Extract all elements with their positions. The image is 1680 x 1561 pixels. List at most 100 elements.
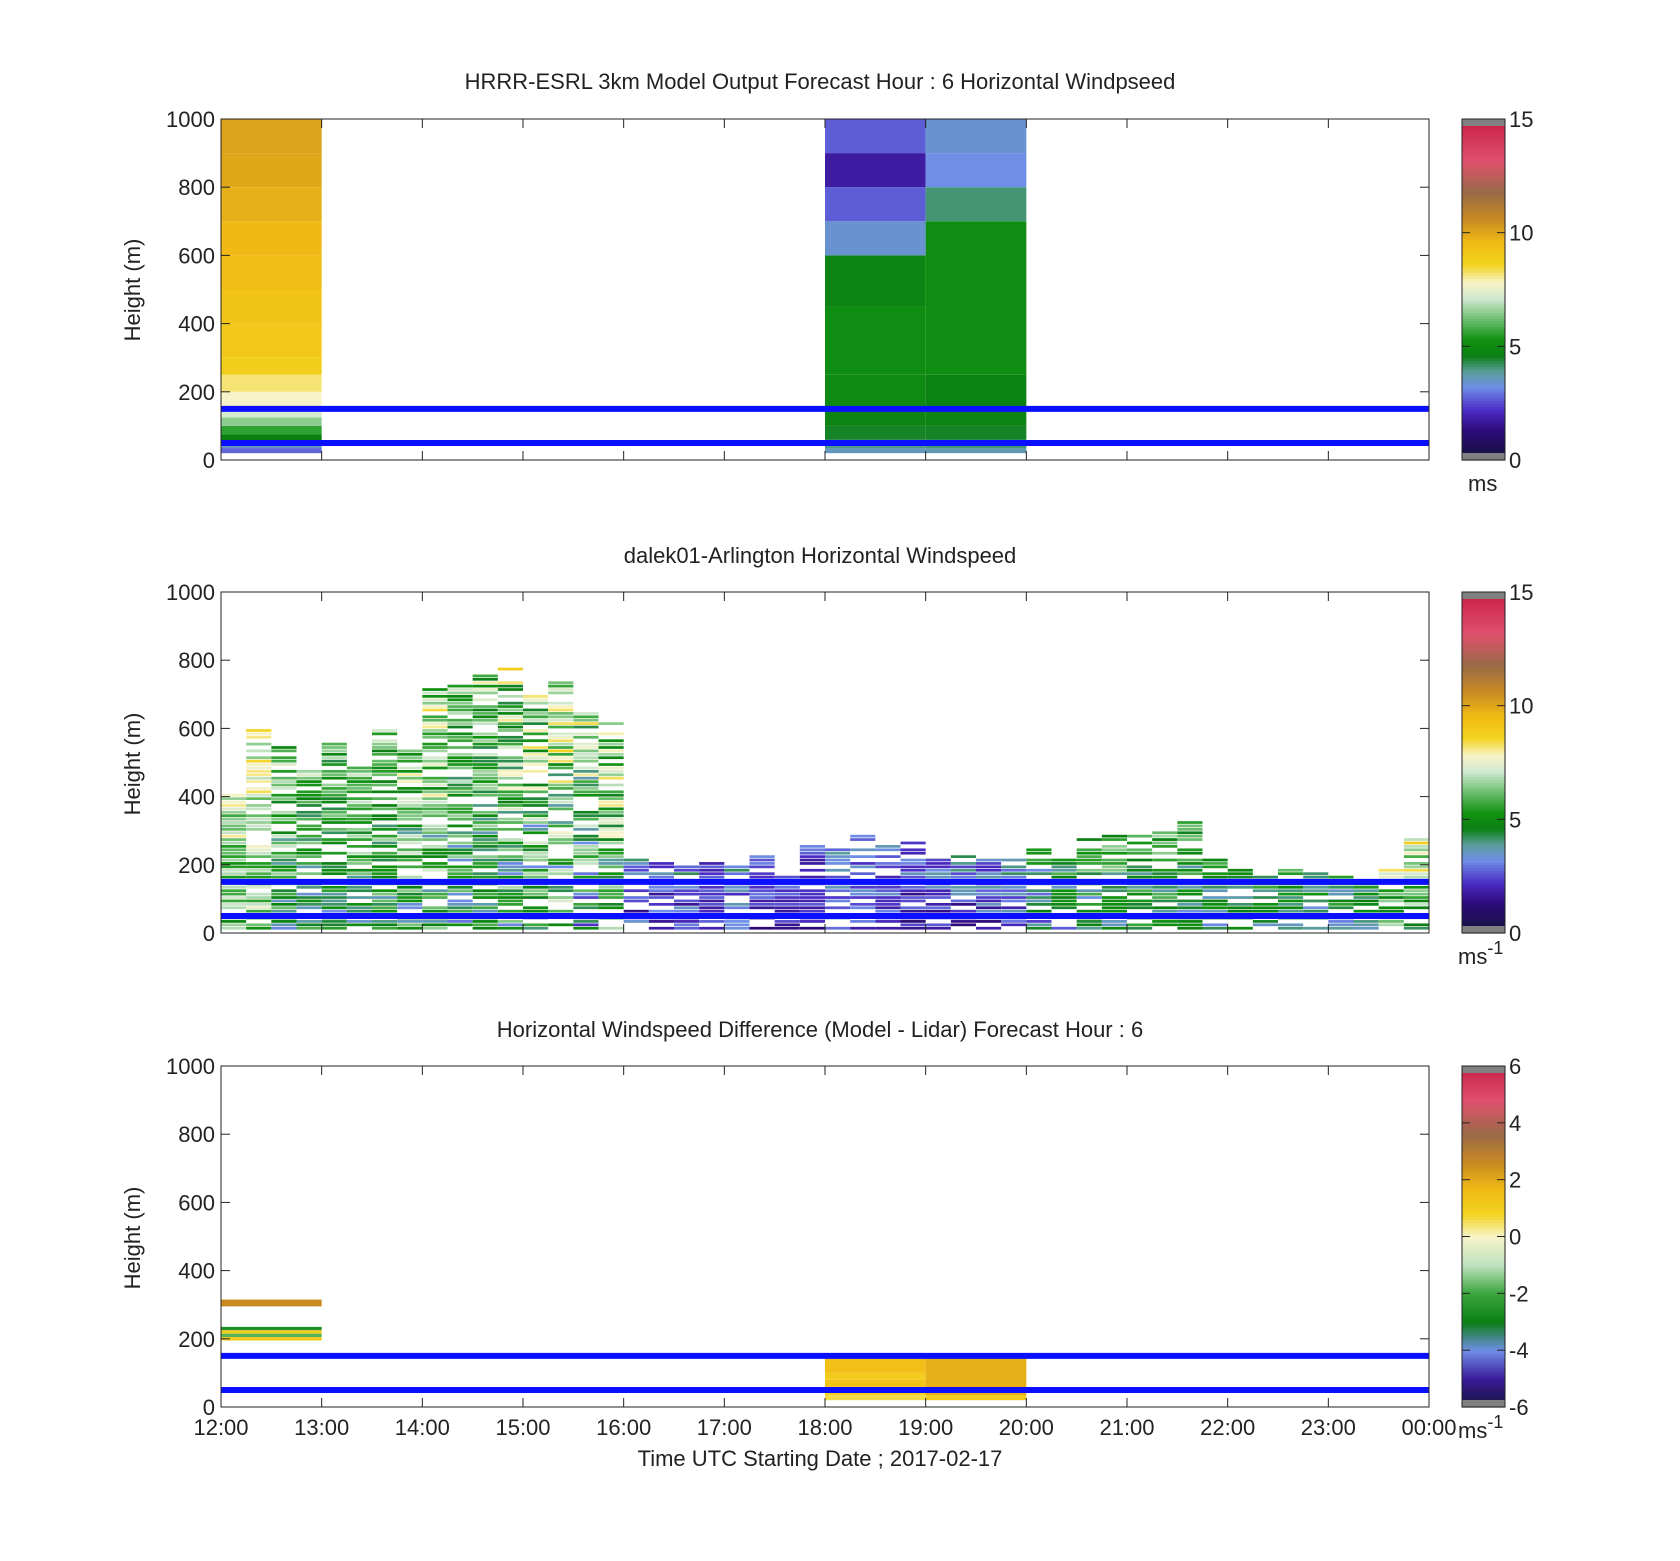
lidar-range-gate: [900, 892, 926, 896]
colorbar-frame: [1461, 118, 1506, 461]
lidar-range-gate: [321, 756, 347, 760]
lidar-range-gate: [472, 674, 498, 678]
lidar-range-gate: [1076, 889, 1102, 893]
lidar-range-gate: [1202, 896, 1228, 899]
lidar-range-gate: [724, 872, 750, 876]
lidar-range-gate: [1378, 875, 1404, 879]
lidar-range-gate: [447, 708, 473, 712]
lidar-range-gate: [321, 899, 347, 903]
lidar-range-gate: [1252, 896, 1278, 899]
lidar-range-gate: [497, 841, 523, 845]
colorbar-step: [1462, 694, 1505, 698]
lidar-range-gate: [1202, 875, 1228, 879]
heatmap-cell: [221, 434, 322, 443]
lidar-range-gate: [1026, 902, 1052, 906]
lidar-range-gate: [1101, 868, 1127, 872]
lidar-range-gate: [321, 868, 347, 872]
colorbar-step: [1462, 861, 1505, 866]
colorbar-step: [1462, 249, 1505, 254]
lidar-range-gate: [598, 862, 624, 865]
colorbar-step: [1462, 332, 1505, 336]
lidar-range-gate: [472, 790, 498, 794]
lidar-range-gate: [724, 889, 750, 893]
lidar-range-gate: [749, 875, 775, 879]
lidar-range-gate: [1378, 920, 1404, 923]
colorbar-step: [1462, 728, 1505, 732]
lidar-range-gate: [1152, 892, 1178, 896]
lidar-range-gate: [246, 896, 272, 899]
lidar-range-gate: [497, 718, 523, 722]
colorbar-step: [1462, 898, 1505, 903]
lidar-range-gate: [497, 800, 523, 804]
lidar-range-gate: [472, 858, 498, 862]
lidar-range-gate: [472, 746, 498, 749]
lidar-range-gate: [799, 906, 825, 910]
y-tick-label: 400: [178, 1259, 215, 1284]
colorbar-step: [1462, 400, 1505, 404]
lidar-range-gate: [1403, 896, 1429, 899]
lidar-range-gate: [271, 759, 297, 763]
lidar-range-gate: [598, 872, 624, 876]
lidar-range-gate: [573, 787, 599, 790]
colorbar-step: [1462, 383, 1505, 387]
lidar-range-gate: [497, 899, 523, 903]
lidar-range-gate: [648, 889, 674, 893]
lidar-range-gate: [875, 920, 901, 923]
colorbar-step: [1462, 1191, 1505, 1195]
colorbar-step: [1462, 1264, 1505, 1269]
colorbar-step: [1462, 691, 1505, 695]
lidar-range-gate: [1353, 926, 1379, 930]
colorbar-step: [1462, 1273, 1505, 1277]
colorbar-step: [1462, 805, 1505, 809]
lidar-range-gate: [724, 906, 750, 910]
lidar-range-gate: [497, 920, 523, 923]
lidar-range-gate: [296, 824, 322, 828]
colorbar-step: [1462, 1236, 1505, 1240]
lidar-range-gate: [548, 800, 574, 804]
lidar-range-gate: [1076, 896, 1102, 899]
lidar-range-gate: [1026, 909, 1052, 913]
lidar-range-gate: [598, 848, 624, 852]
lidar-range-gate: [472, 923, 498, 927]
colorbar-step: [1462, 753, 1505, 758]
lidar-range-gate: [422, 834, 448, 838]
lidar-range-gate: [774, 892, 800, 896]
lidar-range-gate: [497, 708, 523, 712]
lidar-range-gate: [397, 759, 423, 763]
lidar-range-gate: [296, 872, 322, 876]
colorbar-step: [1462, 856, 1505, 860]
lidar-range-gate: [1252, 906, 1278, 910]
lidar-range-gate: [573, 872, 599, 876]
lidar-range-gate: [422, 920, 448, 923]
heatmap-cell: [925, 153, 1027, 188]
colorbar-step: [1462, 445, 1505, 450]
colorbar-underflow: [1462, 1400, 1505, 1407]
heatmap-cell: [221, 448, 322, 454]
lidar-range-gate: [321, 807, 347, 811]
lidar-range-gate: [1278, 868, 1304, 872]
lidar-range-gate: [1252, 875, 1278, 879]
lidar-range-gate: [472, 691, 498, 695]
lidar-range-gate: [346, 817, 372, 821]
colorbar-step: [1462, 893, 1505, 897]
lidar-range-gate: [674, 926, 700, 930]
lidar-range-gate: [497, 735, 523, 739]
colorbar-step: [1462, 688, 1505, 693]
lidar-range-gate: [523, 759, 549, 763]
lidar-range-gate: [372, 875, 398, 879]
lidar-range-gate: [422, 787, 448, 790]
lidar-range-gate: [246, 790, 272, 794]
lidar-range-gate: [397, 923, 423, 927]
lidar-range-gate: [1177, 885, 1203, 889]
lidar-range-gate: [472, 845, 498, 848]
lidar-range-gate: [346, 790, 372, 794]
lidar-range-gate: [573, 776, 599, 780]
lidar-range-gate: [447, 845, 473, 848]
lidar-range-gate: [523, 824, 549, 828]
lidar-range-gate: [497, 858, 523, 862]
lidar-range-gate: [774, 889, 800, 893]
lidar-range-gate: [523, 715, 549, 719]
lidar-range-gate: [472, 827, 498, 831]
lidar-range-gate: [598, 752, 624, 756]
